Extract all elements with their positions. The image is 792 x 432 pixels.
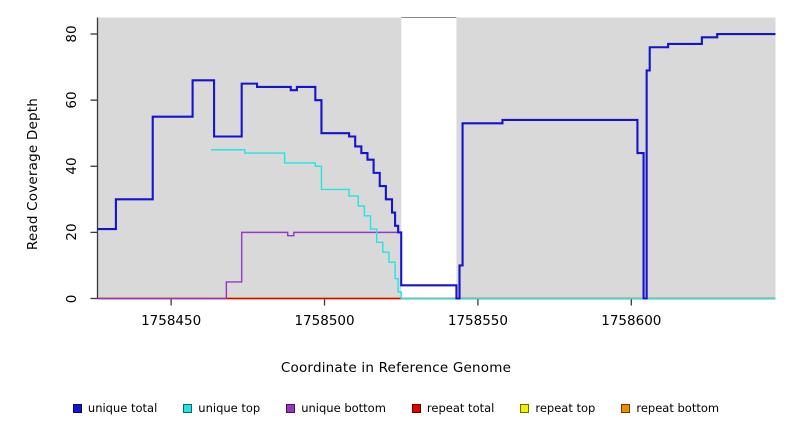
legend-swatch-icon [286, 403, 296, 413]
legend-item-unique-bottom[interactable]: unique bottom [286, 401, 386, 415]
legend-label: repeat total [426, 401, 495, 415]
y-tick-label: 40 [64, 157, 80, 175]
legend-swatch-icon [520, 403, 530, 413]
no-data-gap-region [401, 17, 457, 299]
legend-item-unique-top[interactable]: unique top [183, 401, 260, 415]
x-axis-title: Coordinate in Reference Genome [280, 360, 512, 376]
legend-item-repeat-top[interactable]: repeat top [520, 401, 595, 415]
legend-swatch-icon [183, 403, 193, 413]
legend-item-repeat-bottom[interactable]: repeat bottom [621, 401, 719, 415]
x-tick-label: 1758600 [601, 313, 662, 329]
legend-item-unique-total[interactable]: unique total [72, 401, 158, 415]
series-line-unique-total [97, 32, 776, 300]
chart-legend: unique total unique top unique bottom repea… [0, 398, 792, 418]
legend-item-repeat-total[interactable]: repeat total [411, 401, 495, 415]
y-tick-label: 80 [64, 25, 80, 43]
x-tick-label: 1758500 [294, 313, 355, 329]
x-tick-label: 1758450 [141, 313, 202, 329]
legend-swatch-icon [411, 403, 421, 413]
legend-swatch-icon [621, 403, 631, 413]
y-tick-label: 60 [64, 91, 80, 109]
x-tick-label: 1758550 [447, 313, 508, 329]
y-axis-title: Read Coverage Depth [25, 97, 41, 251]
series-line-unique-top [211, 149, 776, 300]
legend-swatch-icon [72, 403, 82, 413]
legend-label: repeat top [535, 401, 596, 415]
legend-label: repeat bottom [636, 401, 720, 415]
legend-label: unique bottom [301, 401, 386, 415]
legend-label: unique top [198, 401, 261, 415]
y-tick-label: 0 [64, 294, 80, 303]
legend-label: unique total [87, 401, 158, 415]
y-tick-label: 20 [64, 223, 80, 241]
